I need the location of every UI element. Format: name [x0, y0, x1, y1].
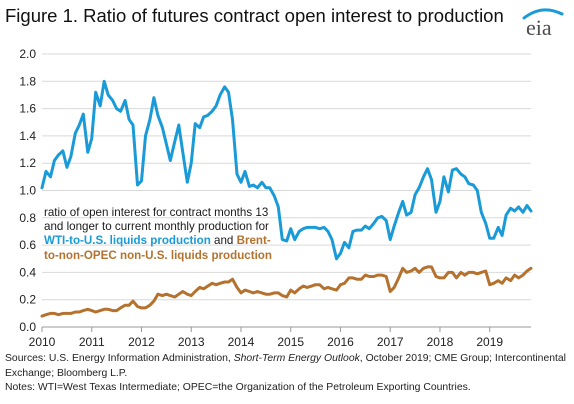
sources-tail: , October 2019; CME Group; Intercontinen…	[5, 353, 566, 379]
eia-logo-text: eia	[526, 15, 552, 40]
sources-lead: Sources: U.S. Energy Information Adminis…	[5, 353, 234, 364]
x-tick-label: 2010	[29, 335, 56, 349]
sources-note: Sources: U.S. Energy Information Adminis…	[5, 352, 571, 381]
annotation-wti-label: WTI-to-U.S. liquids production	[44, 234, 211, 248]
x-tick-label: 2018	[427, 335, 454, 349]
x-tick-label: 2012	[128, 335, 155, 349]
x-tick-label: 2014	[228, 335, 255, 349]
annotation-mid: and	[210, 234, 237, 248]
gridlines	[42, 53, 531, 301]
y-tick-label: 0.0	[19, 320, 36, 334]
eia-logo-swoosh	[522, 8, 564, 20]
y-tick-label: 0.4	[19, 265, 36, 279]
wti-series-line	[40, 79, 533, 261]
x-tick-label: 2017	[377, 335, 404, 349]
series-lines	[40, 79, 533, 318]
annotation-lead: ratio of open interest for contract mont…	[44, 206, 269, 234]
annotation-brent-label: Brent-to-non-OPEC non-U.S. liquids produ…	[44, 234, 272, 262]
x-tick-label: 2013	[178, 335, 205, 349]
brent-series-line	[40, 265, 533, 318]
y-tick-label: 0.6	[19, 238, 36, 252]
y-tick-label: 0.2	[19, 293, 36, 307]
axes: 0.0 0.2 0.4 0.6 0.8 1.0 1.2 1.4 1.6 1.8 2.0 2010 201…	[19, 47, 531, 349]
chart-title: Figure 1. Ratio of futures contract open…	[5, 5, 504, 26]
x-tick-label: 2011	[79, 335, 105, 349]
x-tick-label: 2019	[476, 335, 503, 349]
x-tick-label: 2016	[327, 335, 354, 349]
y-tick-label: 1.0	[19, 184, 36, 198]
eia-logo: eia	[522, 8, 564, 40]
y-tick-label: 1.2	[19, 156, 36, 170]
y-tick-label: 0.8	[19, 211, 36, 225]
y-tick-label: 1.8	[19, 74, 36, 88]
chart-annotation: ratio of open interest for contract mont…	[44, 206, 280, 263]
y-tick-label: 1.4	[19, 129, 36, 143]
y-tick-label: 2.0	[19, 47, 36, 61]
abbreviations-note: Notes: WTI=West Texas Intermediate; OPEC…	[5, 382, 471, 393]
x-tick-label: 2015	[277, 335, 304, 349]
y-tick-label: 1.6	[19, 102, 36, 116]
chart-plot: 0.0 0.2 0.4 0.6 0.8 1.0 1.2 1.4 1.6 1.8 2.0 2010 201…	[19, 47, 533, 349]
sources-publication: Short-Term Energy Outlook	[233, 353, 360, 364]
chart-footer: Sources: U.S. Energy Information Adminis…	[5, 352, 571, 396]
